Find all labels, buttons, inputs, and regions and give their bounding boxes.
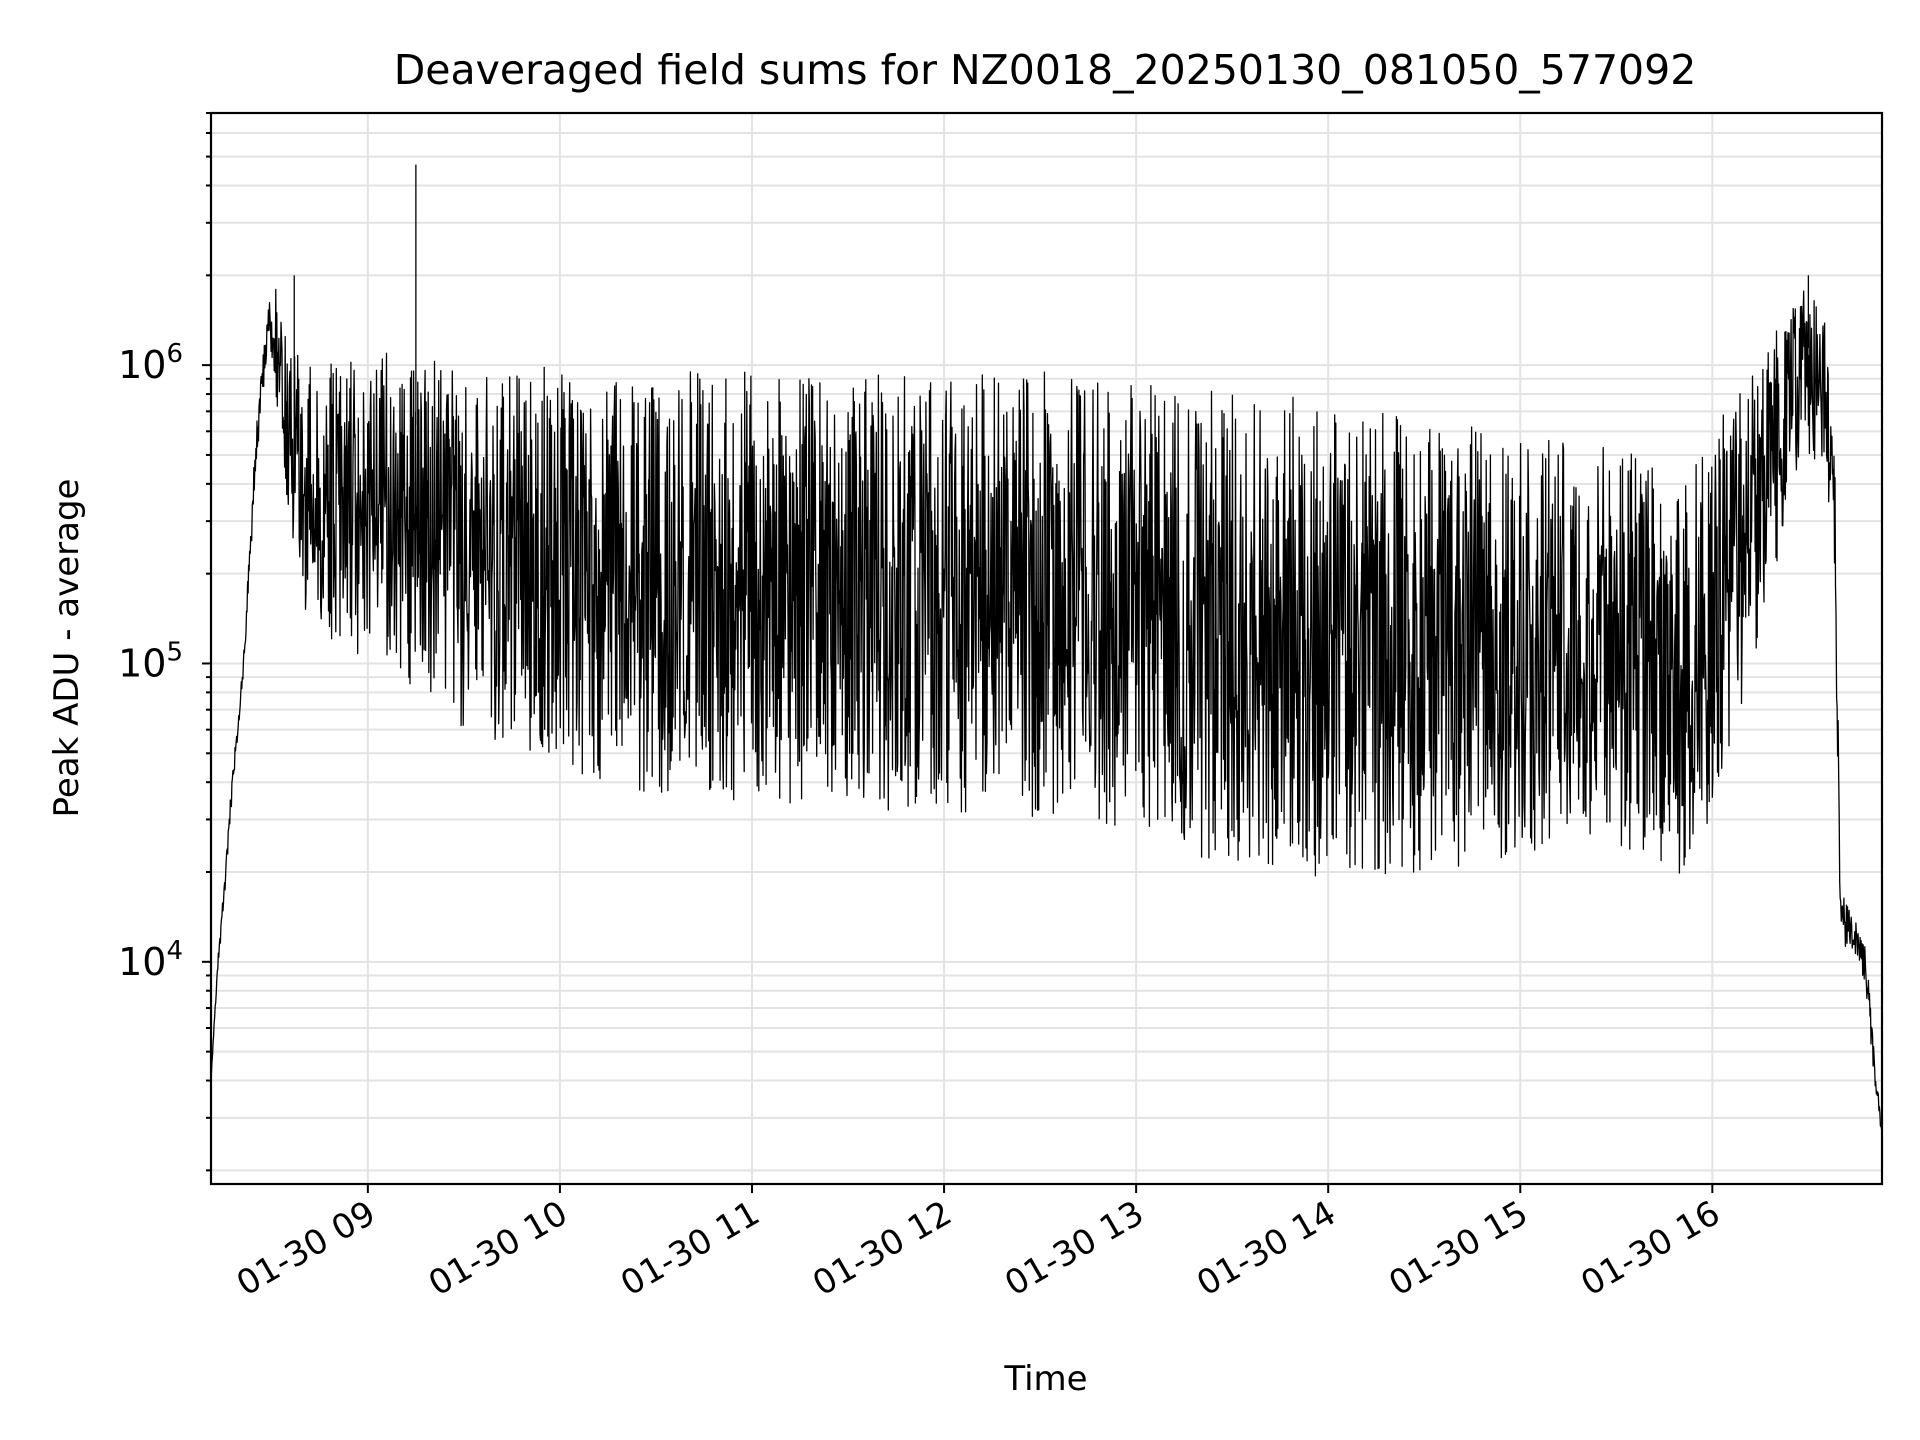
y-tick-label: 105	[118, 637, 183, 685]
x-axis-label: Time	[1003, 1359, 1087, 1399]
plot-frame	[209, 111, 1884, 1186]
series-line	[210, 288, 1883, 1133]
y-axis-label: Peak ADU - average	[47, 479, 87, 818]
series-layer	[210, 164, 1883, 1133]
y-tick-label: 104	[118, 936, 183, 984]
y-tick-label: 106	[118, 339, 183, 387]
chart-title: Deaveraged field sums for NZ0018_2025013…	[394, 46, 1697, 94]
